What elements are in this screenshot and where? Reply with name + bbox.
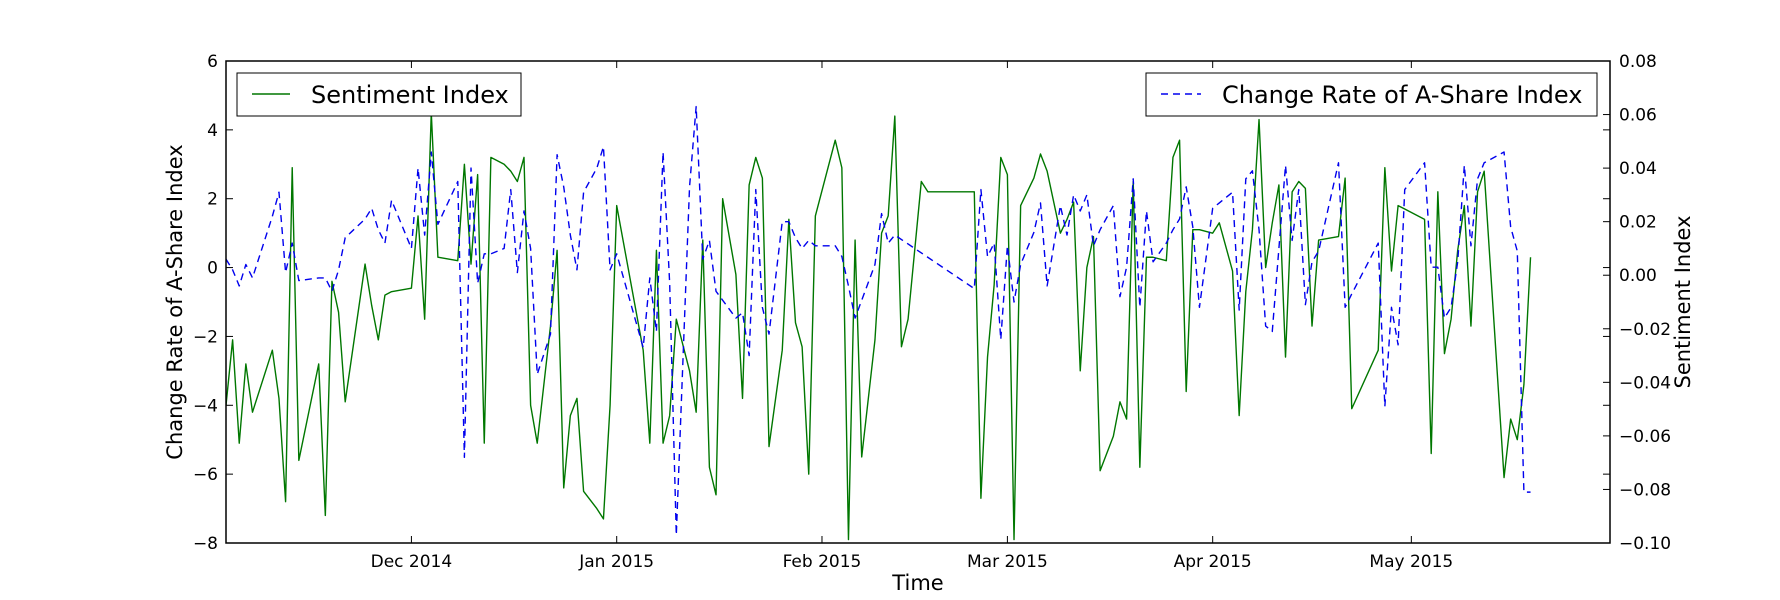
plot-frame bbox=[225, 60, 1611, 544]
x-tick-label: Dec 2014 bbox=[371, 552, 453, 572]
y-axis-left-title: Change Rate of A-Share Index bbox=[163, 144, 187, 459]
y-right-tick-label: 0.00 bbox=[1619, 266, 1657, 286]
y-left-tick-label: 6 bbox=[207, 52, 218, 72]
legend-right-label: Change Rate of A-Share Index bbox=[1222, 81, 1582, 109]
x-tick-label: Mar 2015 bbox=[967, 552, 1048, 572]
y-left-tick-label: 2 bbox=[207, 190, 218, 210]
axes-layer: 6 4 2 0 −2 −4 −6 −8 0.08 0.06 0.04 0.02 0.00 −0.02 −0.… bbox=[193, 52, 1671, 572]
y-right-tick-label: 0.08 bbox=[1619, 52, 1657, 72]
y-right-tick-label: −0.04 bbox=[1619, 373, 1671, 393]
data-layer bbox=[226, 105, 1532, 541]
series-sentiment-index-line bbox=[226, 111, 1532, 541]
x-tick-label: Feb 2015 bbox=[783, 552, 862, 572]
legend-right: Change Rate of A-Share Index bbox=[1145, 72, 1598, 117]
x-axis-title: Time bbox=[891, 571, 943, 595]
y-left-tick-label: 0 bbox=[207, 259, 218, 279]
x-tick-label: Jan 2015 bbox=[578, 552, 654, 572]
y-right-tick-label: 0.06 bbox=[1619, 106, 1657, 126]
y-right-tick-label: −0.02 bbox=[1619, 320, 1671, 340]
y-left-tick-label: −2 bbox=[193, 327, 218, 347]
y-right-tick-label: 0.04 bbox=[1619, 159, 1657, 179]
y-right-tick-label: −0.08 bbox=[1619, 480, 1671, 500]
y-left-tick-label: −4 bbox=[193, 396, 218, 416]
x-tick-label: May 2015 bbox=[1369, 552, 1453, 572]
y-axis-right-title: Sentiment Index bbox=[1671, 215, 1695, 388]
y-left-tick-label: −6 bbox=[193, 465, 218, 485]
y-left-tick-label: 4 bbox=[207, 121, 218, 141]
x-tick-label: Apr 2015 bbox=[1174, 552, 1252, 572]
y-right-tick-label: −0.10 bbox=[1619, 534, 1671, 554]
y-left-tick-label: −8 bbox=[193, 534, 218, 554]
legend-right-box bbox=[1145, 72, 1598, 117]
legend-left: Sentiment Index bbox=[236, 72, 522, 117]
y-right-tick-label: 0.02 bbox=[1619, 213, 1657, 233]
legend-left-label: Sentiment Index bbox=[311, 81, 509, 109]
y-right-tick-label: −0.06 bbox=[1619, 427, 1671, 447]
series-change-rate-line bbox=[226, 105, 1531, 536]
